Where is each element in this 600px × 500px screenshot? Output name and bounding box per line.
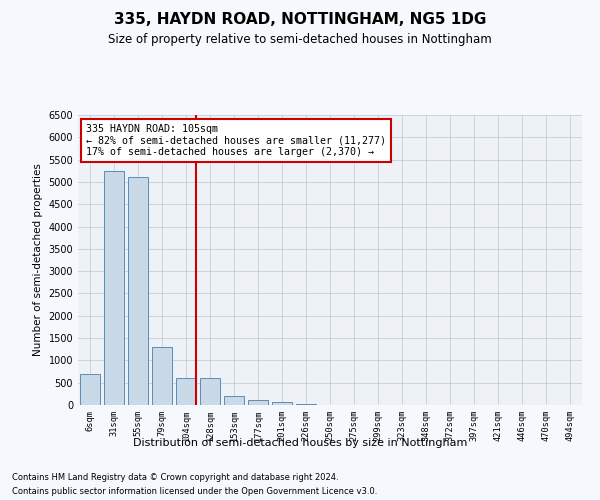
Text: 335 HAYDN ROAD: 105sqm
← 82% of semi-detached houses are smaller (11,277)
17% of: 335 HAYDN ROAD: 105sqm ← 82% of semi-det…: [86, 124, 386, 157]
Bar: [80, 374, 100, 405]
Bar: [248, 400, 268, 405]
Bar: [200, 378, 220, 405]
Text: Distribution of semi-detached houses by size in Nottingham: Distribution of semi-detached houses by …: [133, 438, 467, 448]
Bar: [296, 404, 316, 405]
Bar: [272, 402, 292, 405]
Text: Contains public sector information licensed under the Open Government Licence v3: Contains public sector information licen…: [12, 488, 377, 496]
Bar: [104, 171, 124, 405]
Bar: [176, 378, 196, 405]
Text: Contains HM Land Registry data © Crown copyright and database right 2024.: Contains HM Land Registry data © Crown c…: [12, 472, 338, 482]
Y-axis label: Number of semi-detached properties: Number of semi-detached properties: [33, 164, 43, 356]
Text: 335, HAYDN ROAD, NOTTINGHAM, NG5 1DG: 335, HAYDN ROAD, NOTTINGHAM, NG5 1DG: [114, 12, 486, 28]
Bar: [128, 178, 148, 405]
Text: Size of property relative to semi-detached houses in Nottingham: Size of property relative to semi-detach…: [108, 32, 492, 46]
Bar: [152, 347, 172, 405]
Bar: [224, 396, 244, 405]
